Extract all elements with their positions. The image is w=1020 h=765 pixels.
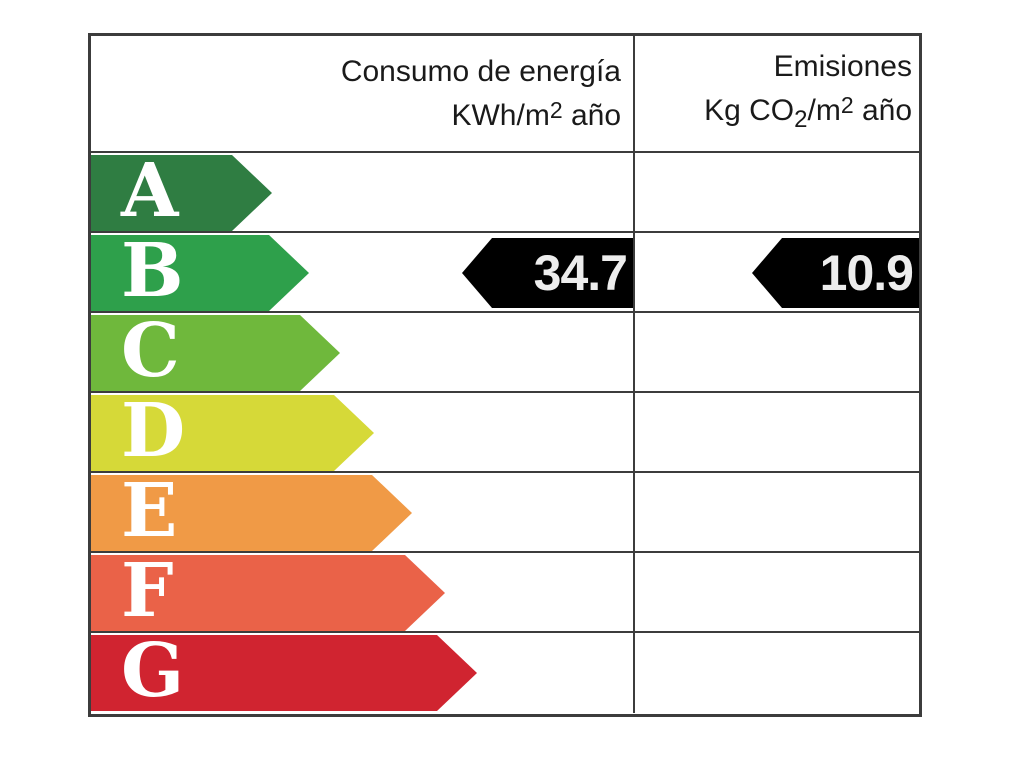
arrow-tip (372, 475, 412, 551)
rating-letter-b: B (121, 228, 184, 314)
consumption-value-arrow: 34.7 (462, 238, 633, 308)
rating-arrow-a: A (91, 148, 272, 234)
rating-row-d-emissions-cell (635, 393, 919, 471)
rating-row-f-emissions-cell (635, 553, 919, 631)
header-emissions-line2: Kg CO2/m2 año (704, 92, 912, 133)
rating-row-g-emissions-cell (635, 633, 919, 713)
rating-row-e-consumption-cell: E (91, 473, 635, 551)
arrow-tip (232, 155, 272, 231)
rating-letter-c: C (121, 308, 180, 394)
header-consumption-line1: Consumo de energía (340, 54, 621, 88)
header-consumption-line2: KWh/m2 año (451, 96, 621, 132)
rating-row-e: E (91, 473, 919, 553)
rating-row-c-consumption-cell: C (91, 313, 635, 391)
rating-row-b: B 34.7 10.9 (91, 233, 919, 313)
rating-letter-e: E (121, 468, 178, 554)
header-consumption: Consumo de energía KWh/m2 año (91, 36, 635, 151)
rating-arrow-g: G (91, 628, 477, 714)
header-emissions-line1: Emisiones (773, 50, 912, 83)
rating-row-g-consumption-cell: G (91, 633, 635, 713)
rating-row-a: A (91, 153, 919, 233)
arrow-tip (437, 635, 477, 711)
consumption-value: 34.7 (492, 238, 633, 308)
header-emissions: Emisiones Kg CO2/m2 año (635, 36, 919, 151)
rating-arrow-e: E (91, 468, 412, 554)
subscript-2: 2 (794, 106, 808, 133)
value-arrow-tip (752, 238, 782, 308)
rating-row-e-emissions-cell (635, 473, 919, 551)
energy-rating-table: Consumo de energía KWh/m2 año Emisiones … (88, 33, 922, 717)
rating-letter-d: D (121, 388, 186, 474)
arrow-tip (300, 315, 340, 391)
rating-letter-f: F (121, 548, 174, 634)
rating-row-a-consumption-cell: A (91, 153, 635, 231)
arrow-tip (334, 395, 374, 471)
superscript-2: 2 (549, 96, 563, 123)
rating-row-c-emissions-cell (635, 313, 919, 391)
arrow-tip (269, 235, 309, 311)
rating-arrow-f: F (91, 548, 445, 634)
rating-arrow-d: D (91, 388, 374, 474)
superscript-2: 2 (840, 92, 854, 118)
rating-arrow-c: C (91, 308, 340, 394)
table-header-row: Consumo de energía KWh/m2 año Emisiones … (91, 36, 919, 153)
rating-letter-a: A (121, 148, 179, 234)
rating-row-c: C (91, 313, 919, 393)
rating-row-g: G (91, 633, 919, 713)
rating-row-b-emissions-cell: 10.9 (635, 233, 919, 311)
emissions-value: 10.9 (782, 238, 919, 308)
rating-row-f: F (91, 553, 919, 633)
rating-row-b-consumption-cell: B 34.7 (91, 233, 635, 311)
arrow-tip (405, 555, 445, 631)
rating-arrow-b: B (91, 228, 309, 314)
rating-row-a-emissions-cell (635, 153, 919, 231)
value-arrow-tip (462, 238, 492, 308)
emissions-value-arrow: 10.9 (752, 238, 919, 308)
rating-letter-g: G (121, 628, 185, 714)
rating-row-d-consumption-cell: D (91, 393, 635, 471)
rating-row-d: D (91, 393, 919, 473)
rating-row-f-consumption-cell: F (91, 553, 635, 631)
